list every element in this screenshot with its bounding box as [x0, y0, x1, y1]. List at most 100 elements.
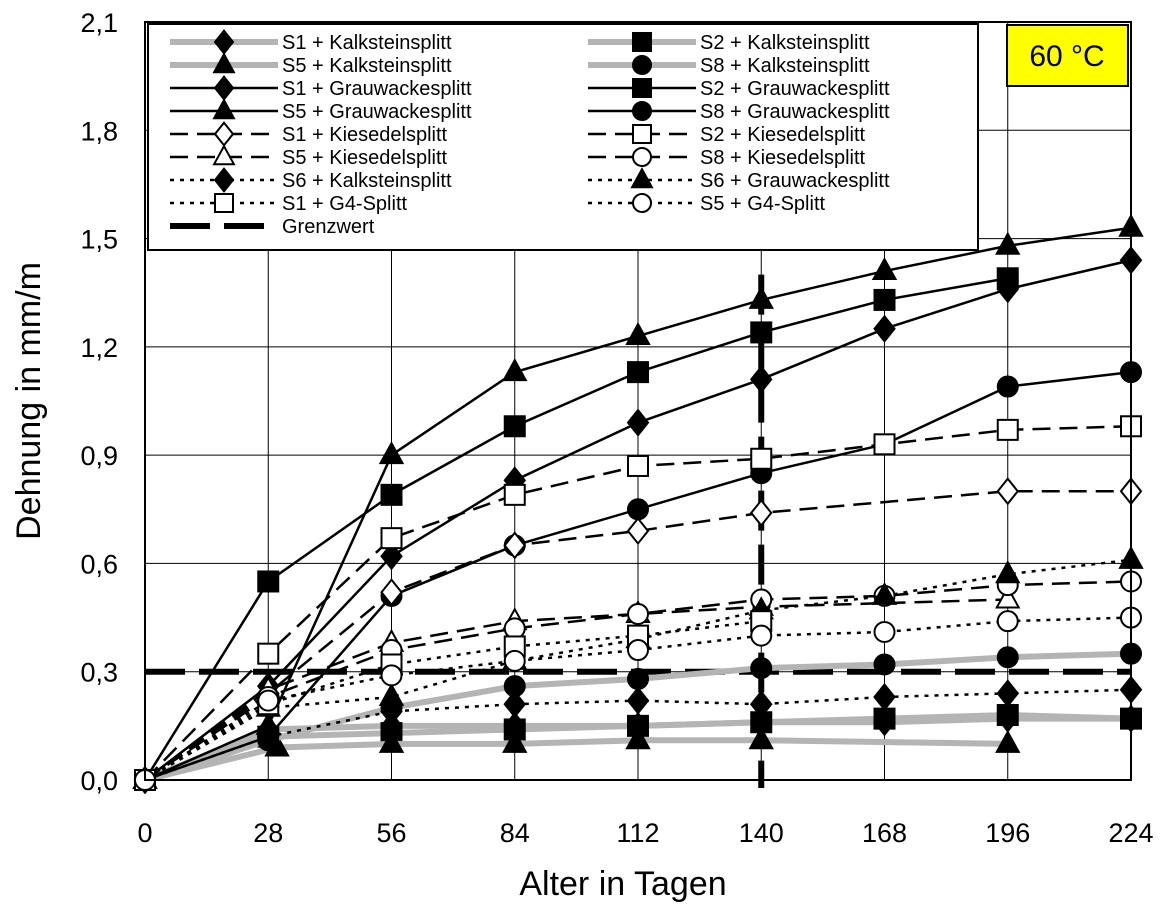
data-point-diamond [256, 722, 280, 751]
legend-label: S8 + Kalksteinsplitt [700, 55, 870, 77]
data-point-circle [257, 689, 280, 712]
data-point-triangle [378, 729, 405, 753]
data-point-circle [750, 657, 773, 680]
legend-item-s2-kiesedelsplitt: S2 + Kiesedelsplitt [588, 124, 866, 146]
data-point-triangle [871, 256, 898, 281]
legend-label: S1 + Kalksteinsplitt [282, 32, 452, 54]
data-point-circle [632, 55, 652, 75]
data-point-square [503, 483, 526, 506]
data-point-triangle [995, 231, 1021, 255]
legend-label: Grenzwert [282, 216, 375, 238]
data-point-triangle [625, 726, 651, 750]
legend-item-s2-kalksteinsplitt: S2 + Kalksteinsplitt [588, 32, 870, 54]
data-point-circle [996, 610, 1019, 633]
y-tick-label: 0,6 [80, 549, 118, 579]
data-point-triangle [871, 581, 898, 605]
data-point-diamond [380, 578, 403, 607]
plot-frame [144, 21, 1132, 781]
legend-label: S2 + Kiesedelsplitt [700, 124, 866, 146]
legend-label: S1 + G4-Splitt [282, 193, 408, 215]
y-axis-title: Dehnung in mm/m [10, 262, 48, 540]
x-tick-label: 28 [253, 818, 283, 848]
data-point-triangle [748, 285, 774, 309]
legend-label: S1 + Kiesedelsplitt [282, 124, 448, 146]
data-point-square [996, 704, 1019, 727]
data-point-diamond [503, 690, 527, 719]
data-point-square [214, 193, 234, 213]
legend-label: S1 + Grauwackesplitt [282, 78, 472, 100]
data-point-diamond [996, 477, 1020, 506]
temperature-badge: 60 °C [1006, 24, 1129, 87]
y-tick-labels: 0,0 0,3 0,6 0,9 1,2 1,5 1,8 2,1 [80, 8, 118, 796]
legend-label: S6 + Kalksteinsplitt [282, 170, 452, 192]
data-point-circle [873, 621, 896, 644]
data-point-square [380, 483, 403, 506]
data-point-diamond [749, 690, 773, 719]
legend: S1 + Kalksteinsplitt S2 + Kalksteinsplitt… [147, 23, 979, 251]
legend-item-s1-grauwackesplitt: S1 + Grauwackesplitt [170, 75, 472, 101]
legend-item-s2-grauwackesplitt: S2 + Grauwackesplitt [588, 78, 890, 100]
temperature-badge-text: 60 °C [1029, 40, 1104, 73]
y-tick-label: 1,5 [80, 225, 118, 255]
legend-box [147, 23, 979, 251]
data-point-circle [627, 602, 649, 625]
data-point-square [873, 433, 896, 456]
x-tick-label: 168 [862, 818, 907, 848]
legend-label: S2 + Kalksteinsplitt [700, 32, 870, 54]
data-point-circle [750, 624, 773, 647]
y-tick-label: 1,2 [80, 333, 118, 363]
x-tick-label: 196 [985, 818, 1030, 848]
series-line-s1-g4-splitt [144, 619, 762, 782]
legend-item-s1-g4-splitt: S1 + G4-Splitt [170, 193, 408, 215]
data-point-triangle [212, 144, 236, 166]
data-point-diamond [749, 498, 773, 527]
data-point-circle [503, 617, 526, 640]
data-point-triangle [995, 585, 1021, 609]
data-point-diamond [626, 516, 650, 546]
data-point-diamond [996, 679, 1020, 708]
data-point-diamond [626, 408, 650, 437]
data-point-square [750, 321, 773, 344]
legend-item-s5-kiesedelsplitt: S5 + Kiesedelsplitt [170, 144, 448, 169]
y-tick-label: 0,3 [80, 658, 118, 688]
data-point-triangle [625, 321, 651, 346]
x-tick-labels: 0 28 56 84 112 140 168 196 224 [137, 818, 1153, 848]
data-point-triangle [212, 98, 236, 120]
legend-label: S6 + Grauwackesplitt [700, 170, 890, 192]
data-point-triangle [378, 682, 405, 706]
data-point-square [996, 267, 1019, 290]
data-point-circle [380, 664, 403, 687]
legend-item-s5-kalksteinsplitt: S5 + Kalksteinsplitt [170, 52, 452, 77]
data-point-square [503, 415, 526, 438]
legend-label: S5 + Kalksteinsplitt [282, 55, 452, 77]
x-tick-label: 56 [376, 818, 406, 848]
series-line-s2-grauwackesplitt [143, 277, 1008, 781]
data-point-circle [627, 639, 649, 662]
legend-label: S5 + Kiesedelsplitt [282, 147, 448, 169]
x-tick-label: 0 [137, 818, 152, 848]
data-point-square [627, 454, 649, 477]
data-point-square [996, 418, 1019, 441]
data-point-square [632, 32, 652, 52]
y-tick-label: 0,9 [80, 441, 118, 471]
legend-item-s6-grauwackesplitt: S6 + Grauwackesplitt [588, 167, 890, 192]
data-point-diamond [873, 682, 896, 712]
data-point-triangle [378, 441, 405, 465]
x-tick-label: 112 [616, 818, 659, 848]
legend-label: S2 + Grauwackesplitt [700, 78, 890, 100]
legend-label: S8 + Grauwackesplitt [700, 101, 890, 123]
data-point-square [380, 527, 403, 550]
data-point-circle [996, 375, 1019, 398]
legend-item-s8-grauwackesplitt: S8 + Grauwackesplitt [588, 101, 890, 123]
legend-item-s5-grauwackesplitt: S5 + Grauwackesplitt [170, 98, 472, 123]
data-point-square [873, 707, 896, 730]
data-point-square [257, 642, 280, 665]
data-point-circle [503, 649, 526, 672]
data-point-triangle [995, 729, 1021, 753]
legend-label: S5 + G4-Splitt [700, 193, 826, 215]
data-point-square [632, 124, 652, 144]
data-point-diamond [749, 365, 773, 394]
data-point-square [627, 361, 649, 384]
data-point-square [632, 78, 652, 98]
